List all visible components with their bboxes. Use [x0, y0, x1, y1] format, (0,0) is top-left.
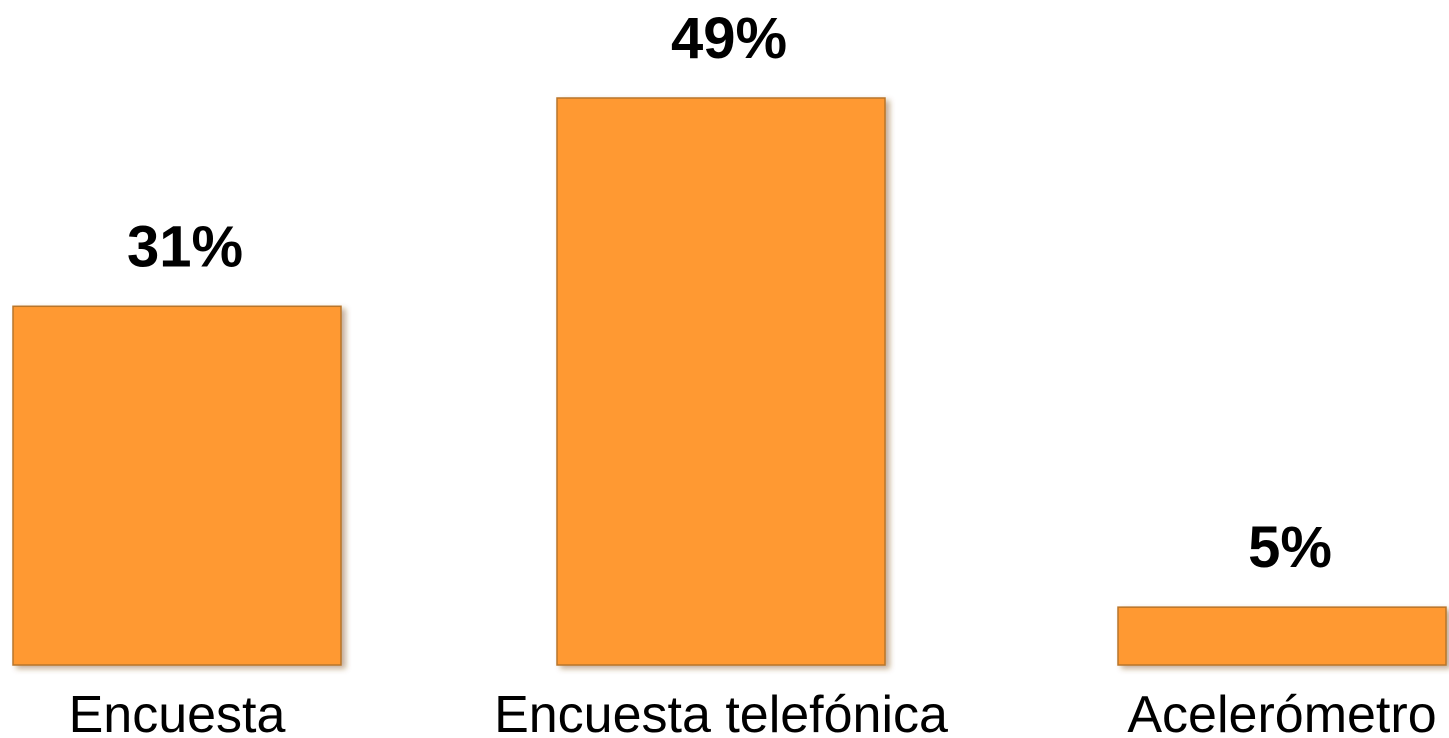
- category-label-1: Encuesta telefónica: [494, 686, 948, 738]
- bar-1: [556, 97, 886, 666]
- category-label-2: Acelerómetro: [1127, 686, 1436, 738]
- bar-0: [12, 305, 342, 666]
- bar-2: [1117, 606, 1447, 666]
- bars-layer: [12, 97, 1447, 666]
- value-label-0: 31%: [127, 214, 243, 279]
- value-labels-layer: 31% 49% 5%: [127, 6, 1332, 580]
- value-label-2: 5%: [1248, 515, 1332, 580]
- category-label-0: Encuesta: [69, 686, 286, 738]
- value-label-1: 49%: [671, 6, 787, 71]
- category-labels-layer: Encuesta Encuesta telefónica Acelerómetro: [69, 686, 1437, 738]
